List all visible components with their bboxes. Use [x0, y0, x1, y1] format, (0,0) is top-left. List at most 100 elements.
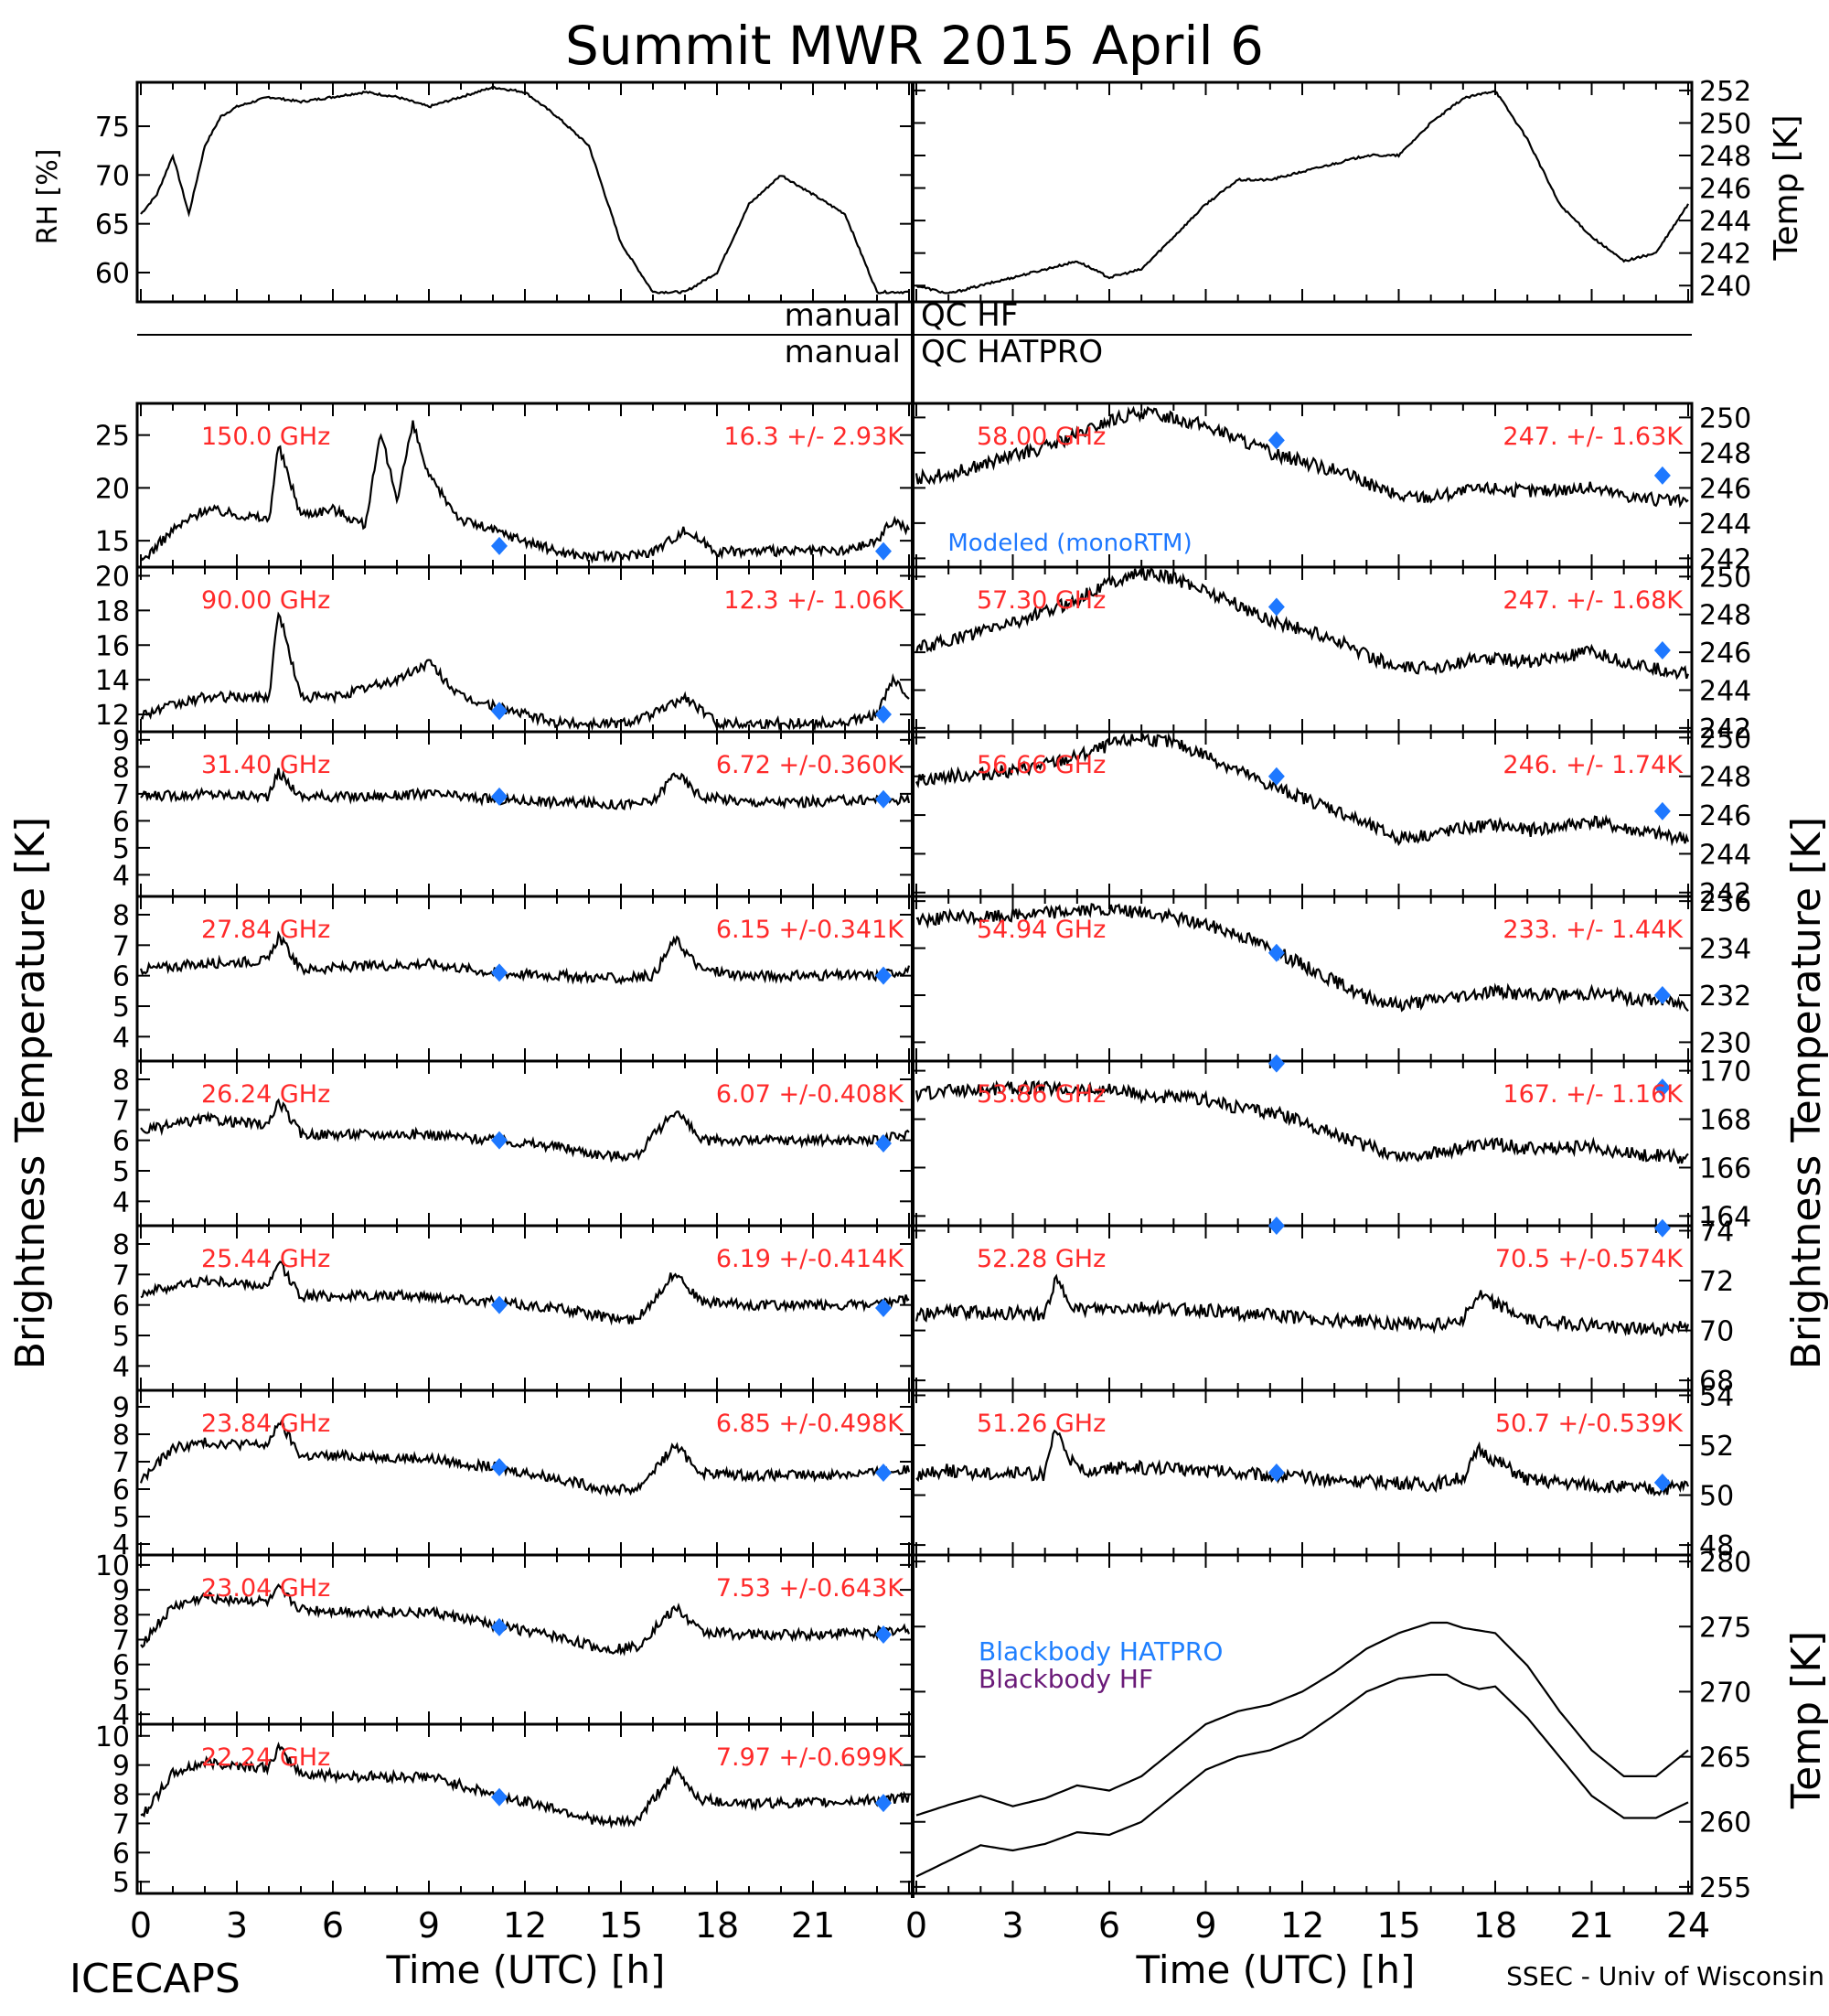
y-tick-label: 242	[1699, 239, 1751, 271]
model-point	[1267, 943, 1285, 962]
y-tick-label: 7	[112, 1095, 130, 1127]
y-tick-label: 7	[112, 930, 130, 962]
y-tick-label: 250	[1699, 723, 1751, 755]
series-line-1	[914, 405, 1689, 509]
frequency-label: 25.44 GHz	[201, 1245, 330, 1273]
x-tick-label: 3	[226, 1905, 248, 1946]
y-tick-label: 270	[1699, 1677, 1751, 1709]
tb-axis-title-right: Brightness Temperature [K]	[1783, 817, 1829, 1369]
y-tick-label: 9	[112, 725, 130, 757]
x-tick-label: 9	[418, 1905, 440, 1946]
y-tick-label: 255	[1699, 1872, 1751, 1904]
model-legend: Modeled (monoRTM)	[947, 530, 1192, 557]
series-line-1	[914, 1079, 1689, 1164]
x-tick-label: 9	[1194, 1905, 1216, 1946]
panel-frame	[911, 1553, 1694, 1895]
y-tick-label: 15	[95, 526, 130, 558]
stats-label: 6.85 +/-0.498K	[716, 1410, 904, 1438]
y-tick-label: 48	[1699, 1530, 1734, 1562]
y-tick-label: 4	[112, 1022, 130, 1054]
y-tick-label: 72	[1699, 1266, 1734, 1298]
y-tick-label: 6	[112, 961, 130, 993]
series-line-1	[140, 767, 911, 811]
y-tick-label: 248	[1699, 762, 1751, 794]
y-tick-label: 4	[112, 860, 130, 892]
footer-right-credit: SSEC - Univ of Wisconsin	[1506, 1961, 1824, 1991]
series-line-1	[915, 732, 1690, 847]
x-tick-label: 6	[1098, 1905, 1120, 1946]
y-tick-label: 54	[1699, 1380, 1734, 1412]
frequency-label: 23.84 GHz	[201, 1410, 330, 1438]
model-point	[875, 542, 892, 561]
model-point	[1653, 466, 1671, 485]
y-tick-label: 75	[95, 112, 130, 144]
y-tick-label: 52	[1699, 1431, 1734, 1463]
stats-label: 233. +/- 1.44K	[1503, 916, 1684, 944]
series-line-2	[915, 1673, 1689, 1878]
frequency-label: 54.94 GHz	[977, 916, 1106, 944]
y-tick-label: 242	[1699, 713, 1751, 745]
y-tick-label: 12	[95, 700, 130, 732]
panel-18: 255 260 265 270 275 280 Blackbody HATPROBlackb…	[911, 1547, 1751, 1904]
y-tick-label: 8	[112, 752, 130, 784]
y-tick-label: 74	[1699, 1216, 1734, 1248]
x-tick-label: 15	[1376, 1905, 1420, 1946]
series-line-1	[914, 1273, 1690, 1337]
stats-label: 6.19 +/-0.414K	[716, 1245, 904, 1273]
y-tick-label: 170	[1699, 1056, 1751, 1088]
qc-strip: manual QC HF manual QC HATPRO	[137, 297, 1692, 370]
panel-13: 242 244 246 248 250 56.66 GHz 246. +/- 1.74K	[911, 723, 1751, 910]
y-tick-label: 232	[1699, 981, 1751, 1013]
x-tick-label: 0	[130, 1905, 152, 1946]
frequency-label: 27.84 GHz	[201, 916, 330, 944]
y-tick-label: 248	[1699, 438, 1751, 470]
model-point	[1653, 1218, 1671, 1238]
model-point	[1267, 1054, 1285, 1073]
model-point	[491, 1787, 508, 1807]
y-tick-label: 250	[1699, 108, 1751, 140]
stats-label: 6.72 +/-0.360K	[716, 751, 904, 779]
x-tick-label: 15	[599, 1905, 643, 1946]
y-tick-label: 244	[1699, 839, 1751, 871]
frequency-label: 31.40 GHz	[201, 751, 330, 779]
model-point	[491, 702, 508, 721]
model-point	[1267, 431, 1285, 450]
series-line-1	[140, 1260, 910, 1326]
model-point	[875, 789, 892, 809]
model-point	[491, 963, 508, 982]
y-tick-label: 8	[112, 1420, 130, 1452]
x-tick-label: 12	[503, 1905, 547, 1946]
y-tick-label: 10	[95, 1721, 130, 1753]
y-tick-label: 70	[95, 160, 130, 192]
y-tick-label: 7	[112, 1447, 130, 1479]
y-tick-label: 20	[95, 473, 130, 505]
y-tick-label: 6	[112, 1650, 130, 1682]
x-tick-label: 0	[905, 1905, 927, 1946]
y-tick-label: 5	[112, 1321, 130, 1353]
model-point	[1653, 1078, 1671, 1098]
x-axis-title-left: Time (UTC) [h]	[386, 1947, 666, 1992]
model-point	[1267, 767, 1285, 786]
panel-0: 60 65 70 75	[95, 80, 914, 304]
model-point	[1267, 1464, 1285, 1482]
frequency-label: 26.24 GHz	[201, 1080, 330, 1109]
series-line-1	[139, 930, 911, 986]
model-point	[875, 1464, 892, 1482]
y-tick-label: 5	[112, 1502, 130, 1534]
stats-label: 12.3 +/- 1.06K	[723, 586, 904, 615]
y-tick-label: 248	[1699, 141, 1751, 173]
y-tick-label: 8	[112, 1065, 130, 1097]
x-tick-label: 24	[1666, 1905, 1710, 1946]
temp-axis-title-bottom: Temp [K]	[1783, 1631, 1829, 1809]
legend-bb-hatpro: Blackbody HATPRO	[979, 1636, 1223, 1667]
x-tick-label: 21	[791, 1905, 835, 1946]
series-line-1	[140, 611, 910, 732]
panel-16: 68 70 72 74 52.28 GHz 70.5 +/-0.574K	[911, 1216, 1734, 1398]
model-point	[875, 966, 892, 985]
